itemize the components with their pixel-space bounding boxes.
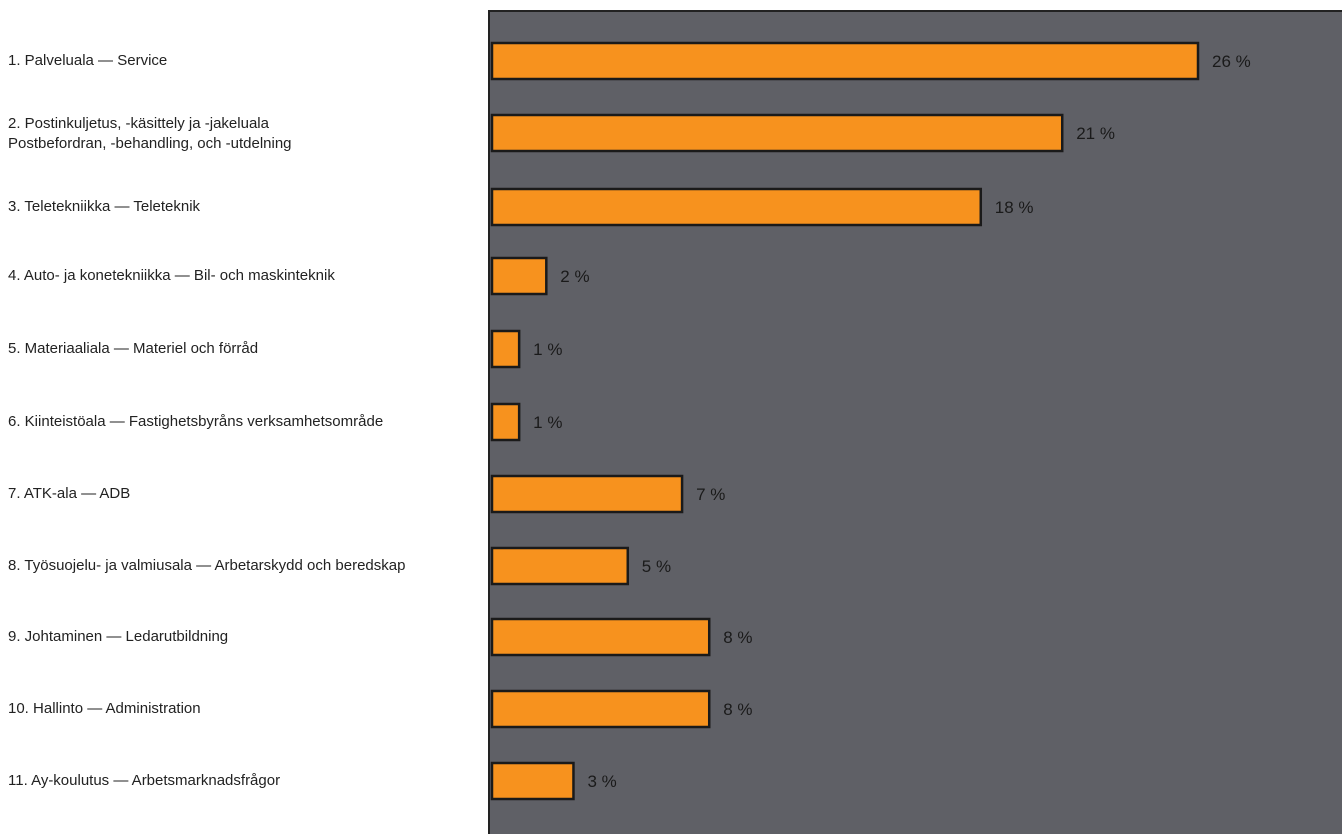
category-label: 7. ATK-ala — ADB	[8, 485, 131, 502]
bar-value-label: 8 %	[723, 700, 752, 719]
bar-value-label: 7 %	[696, 485, 725, 504]
category-label: 5. Materiaaliala — Materiel och förråd	[8, 340, 259, 357]
bar-value-label: 21 %	[1076, 124, 1115, 143]
bar-value-label: 18 %	[995, 198, 1034, 217]
bar	[490, 546, 630, 586]
bar	[490, 689, 711, 729]
category-label: 6. Kiinteistöala — Fastighetsbyråns verk…	[8, 413, 384, 430]
category-label: 3. Teletekniikka — Teleteknik	[8, 198, 201, 215]
bar-value-label: 2 %	[560, 267, 589, 286]
category-label: 10. Hallinto — Administration	[8, 700, 201, 717]
bar	[490, 187, 983, 227]
bar	[490, 329, 521, 369]
category-label: 4. Auto- ja konetekniikka — Bil- och mas…	[8, 267, 335, 284]
bar	[490, 256, 548, 296]
bar-value-label: 3 %	[587, 772, 616, 791]
bar-value-label: 1 %	[533, 340, 562, 359]
category-label: 2. Postinkuljetus, -käsittely ja -jakelu…	[8, 115, 292, 152]
bar	[490, 761, 575, 801]
bar	[490, 474, 684, 514]
bar	[490, 402, 521, 442]
bar-value-label: 26 %	[1212, 52, 1251, 71]
bar	[490, 113, 1064, 153]
category-label: 11. Ay-koulutus — Arbetsmarknadsfrågor	[8, 772, 281, 789]
category-label: 9. Johtaminen — Ledarutbildning	[8, 628, 229, 645]
bar-chart: 26 % 21 % 18 % 2 % 1 % 1 % 7 % 5 % 8 % 8 % 3 %	[490, 41, 1251, 801]
bar	[490, 41, 1200, 81]
plot-area: 26 % 21 % 18 % 2 % 1 % 1 % 7 % 5 % 8 % 8 % 3 %	[488, 10, 1342, 834]
category-label: 8. Työsuojelu- ja valmiusala — Arbetarsk…	[8, 557, 406, 574]
category-labels: 1. Palveluala — Service 2. Postinkuljetus…	[0, 0, 488, 834]
bar-value-label: 1 %	[533, 413, 562, 432]
bar-value-label: 8 %	[723, 628, 752, 647]
category-label: 1. Palveluala — Service	[8, 52, 168, 69]
bar	[490, 617, 711, 657]
bar-value-label: 5 %	[642, 557, 671, 576]
